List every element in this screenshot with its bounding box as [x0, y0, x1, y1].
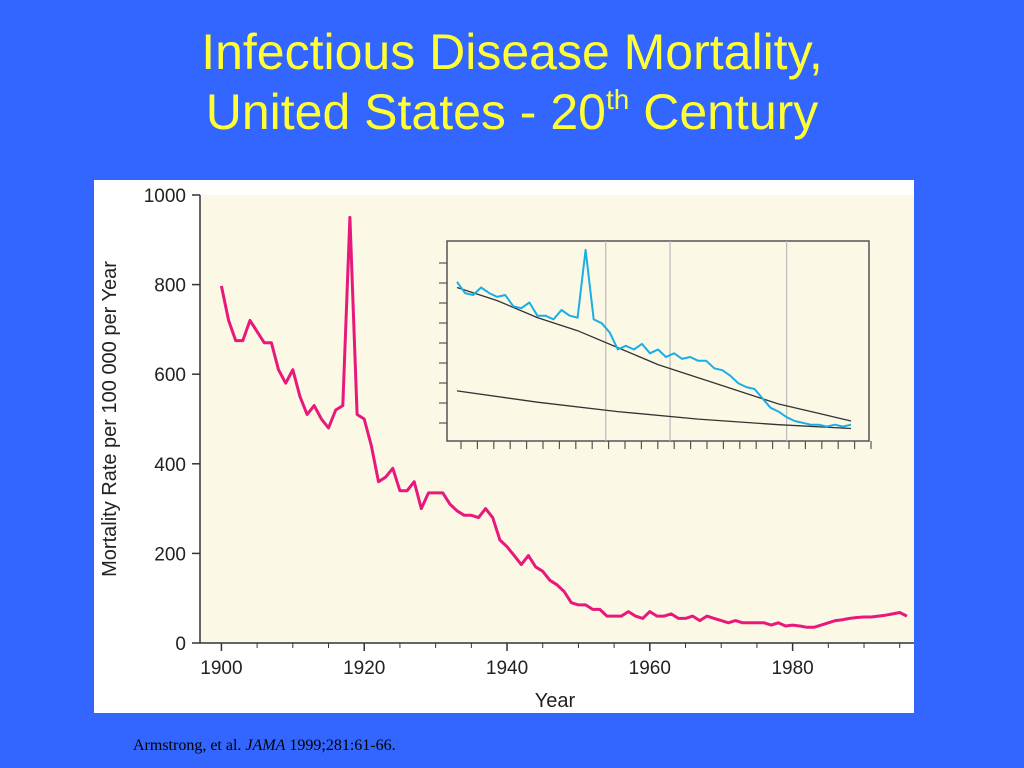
x-tick-label: 1940 — [486, 658, 528, 679]
inset-upper-trend-line — [456, 286, 852, 422]
x-tick-label: 1920 — [343, 658, 385, 679]
y-tick-label: 0 — [175, 634, 186, 655]
citation-journal: JAMA — [245, 737, 286, 754]
title-line-1: Infectious Disease Mortality, — [201, 24, 823, 80]
title-line-2-prefix: United States - 20 — [205, 84, 606, 140]
mortality-chart: 0 200 400 600 800 1000 1900 1920 1940 1960 1980 M… — [99, 186, 914, 712]
x-tick-label: 1900 — [200, 658, 242, 679]
x-tick-label: 1980 — [771, 658, 813, 679]
citation-authors: Armstrong, et al. — [133, 737, 242, 754]
x-axis: 1900 1920 1940 1960 1980 — [200, 642, 914, 679]
main-series-line — [219, 215, 908, 629]
inset-series-line — [456, 248, 852, 428]
y-axis-label: Mortality Rate per 100 000 per Year — [99, 261, 121, 577]
inset-ticks — [439, 262, 872, 449]
title-line-2: United States - 20th Century — [0, 82, 1024, 150]
y-axis: 0 200 400 600 800 1000 — [144, 186, 201, 655]
y-tick-label: 1000 — [144, 186, 186, 207]
inset-frame — [446, 240, 870, 442]
title-line-2-suffix: Century — [629, 84, 819, 140]
inset-lower-trend-line — [456, 390, 852, 430]
x-tick-label: 1960 — [629, 658, 671, 679]
inset-grid — [605, 241, 788, 441]
inset-chart — [439, 240, 872, 449]
y-tick-label: 600 — [154, 365, 186, 386]
y-tick-label: 400 — [154, 455, 186, 476]
chart-panel: 0 200 400 600 800 1000 1900 1920 1940 1960 1980 M… — [94, 180, 914, 713]
citation: Armstrong, et al. JAMA 1999;281:61-66. — [133, 737, 396, 755]
title-superscript: th — [605, 84, 630, 115]
y-tick-label: 800 — [154, 276, 186, 297]
x-axis-label: Year — [535, 690, 576, 712]
slide-title: Infectious Disease Mortality, United Sta… — [0, 22, 1024, 150]
y-tick-label: 200 — [154, 544, 186, 565]
citation-details: 1999;281:61-66. — [289, 737, 396, 754]
